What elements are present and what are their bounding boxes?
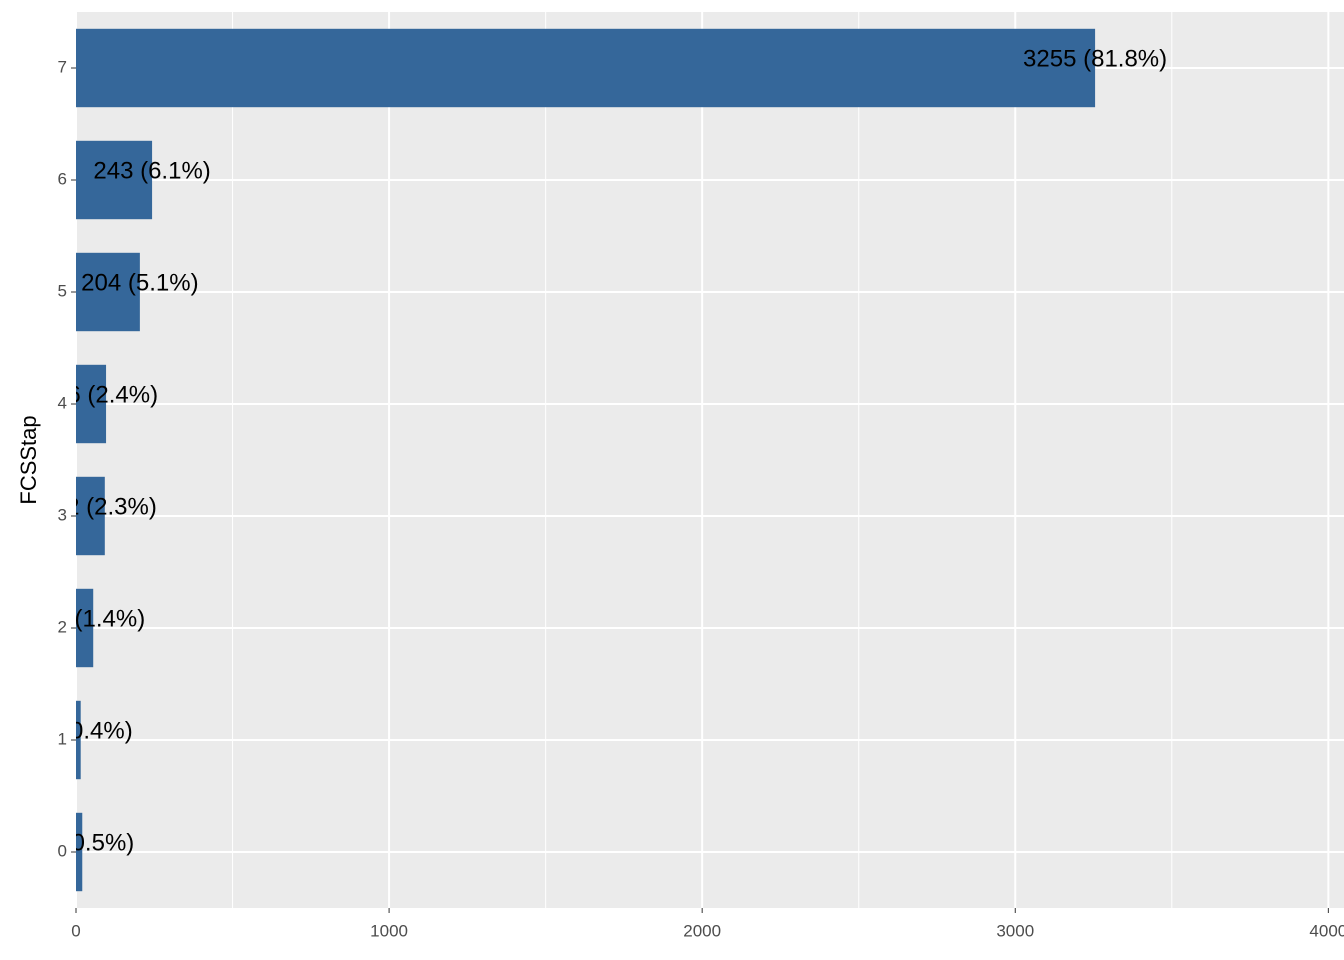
axes: 0 1000 2000 3000 4000 0 1 2 3 4 5 6 7 [58, 57, 1344, 940]
marks: 20 (0.5%) 15 (0.4%) 55 (1.4%) 92 (2.3%) 96 (… [29, 28, 1167, 892]
y-tick-label: 1 [58, 729, 67, 748]
y-tick-label: 3 [58, 505, 67, 524]
x-tick-label: 2000 [683, 921, 721, 940]
y-tick-label: 5 [58, 281, 67, 300]
bar [76, 28, 1096, 108]
bar [76, 588, 94, 668]
bar [76, 476, 105, 556]
y-tick-label: 4 [58, 393, 67, 412]
value-label: 204 (5.1%) [81, 269, 198, 296]
panel [76, 12, 1344, 908]
value-label: 92 (2.3%) [53, 493, 157, 520]
value-label: 3255 (81.8%) [1023, 45, 1167, 72]
value-label: 96 (2.4%) [54, 381, 158, 408]
x-tick-label: 1000 [370, 921, 408, 940]
value-label: 243 (6.1%) [93, 157, 210, 184]
value-label: 55 (1.4%) [41, 605, 145, 632]
bar [76, 364, 107, 444]
x-tick-label: 4000 [1309, 921, 1344, 940]
y-axis-title: FCSStap [16, 415, 41, 504]
bar [76, 140, 153, 220]
bar [76, 252, 140, 332]
value-label: 15 (0.4%) [29, 717, 133, 744]
bar [76, 700, 81, 780]
x-tick-label: 3000 [996, 921, 1034, 940]
y-tick-label: 7 [58, 57, 67, 76]
y-tick-label: 0 [58, 841, 67, 860]
bar [76, 812, 83, 892]
x-tick-label: 0 [71, 921, 80, 940]
value-label: 20 (0.5%) [30, 829, 134, 856]
y-tick-label: 6 [58, 169, 67, 188]
y-tick-label: 2 [58, 617, 67, 636]
